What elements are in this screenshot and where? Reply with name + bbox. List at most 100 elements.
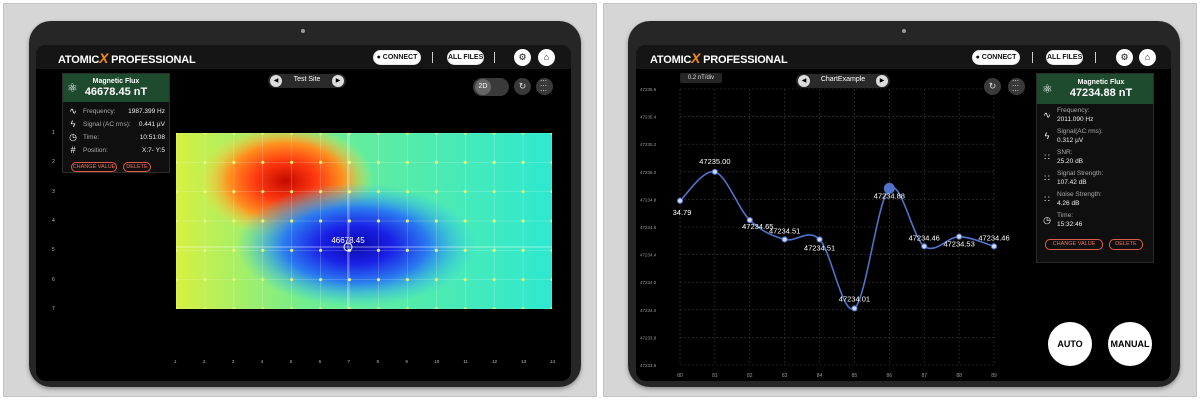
measurement-point[interactable]	[290, 160, 294, 164]
measurement-point[interactable]	[232, 190, 236, 194]
measurement-point[interactable]	[463, 160, 467, 164]
measurement-point[interactable]	[203, 219, 207, 223]
measurement-point[interactable]	[376, 190, 381, 194]
measurement-point[interactable]	[463, 133, 467, 135]
chevron-left-icon[interactable]: ◀	[798, 75, 810, 87]
home-button[interactable]: ⌂	[1139, 49, 1156, 66]
measurement-point[interactable]	[203, 190, 207, 194]
measurement-point[interactable]	[176, 307, 178, 309]
measurement-point[interactable]	[232, 133, 236, 135]
chart-selector[interactable]: ◀ ChartExample ▶	[796, 74, 890, 88]
measurement-point[interactable]	[463, 307, 467, 309]
data-point[interactable]	[711, 168, 718, 175]
measurement-point[interactable]	[176, 133, 178, 135]
measurement-point[interactable]	[434, 190, 438, 194]
measurement-point[interactable]	[319, 307, 323, 309]
measurement-point[interactable]	[521, 190, 525, 194]
measurement-point[interactable]	[176, 219, 178, 223]
measurement-point[interactable]	[405, 219, 409, 223]
measurement-point[interactable]	[492, 190, 496, 194]
heatmap[interactable]: 46678.45	[176, 133, 552, 309]
measurement-point[interactable]	[176, 190, 178, 194]
measurement-point[interactable]	[290, 307, 294, 309]
measurement-point[interactable]	[434, 133, 438, 135]
measurement-point[interactable]	[376, 248, 381, 252]
refresh-button[interactable]: ↻	[514, 78, 531, 95]
measurement-point[interactable]	[347, 219, 352, 223]
data-point[interactable]	[956, 233, 963, 240]
manual-button[interactable]: MANUAL	[1108, 322, 1152, 366]
refresh-button[interactable]: ↻	[984, 78, 1001, 95]
measurement-point[interactable]	[550, 307, 552, 309]
measurement-point[interactable]	[405, 278, 409, 282]
measurement-point[interactable]	[261, 248, 265, 252]
measurement-point[interactable]	[463, 190, 467, 194]
measurement-point[interactable]	[521, 248, 525, 252]
measurement-point[interactable]	[347, 278, 352, 282]
measurement-point[interactable]	[376, 307, 381, 309]
chevron-left-icon[interactable]: ◀	[270, 75, 282, 87]
connect-button[interactable]: ● CONNECT	[373, 50, 421, 65]
measurement-point[interactable]	[550, 160, 552, 164]
measurement-point[interactable]	[232, 307, 236, 309]
measurement-point[interactable]	[232, 160, 236, 164]
measurement-point[interactable]	[203, 133, 207, 135]
change-value-button[interactable]: CHANGE VALUE	[1045, 239, 1103, 250]
measurement-point[interactable]	[261, 307, 265, 309]
measurement-point[interactable]	[319, 160, 323, 164]
chevron-right-icon[interactable]: ▶	[876, 75, 888, 87]
measurement-point[interactable]	[521, 219, 525, 223]
measurement-point[interactable]	[176, 278, 178, 282]
all-files-button[interactable]: ALL FILES	[1046, 50, 1083, 65]
data-point[interactable]	[816, 236, 823, 243]
measurement-point[interactable]	[405, 307, 409, 309]
measurement-point[interactable]	[261, 278, 265, 282]
chevron-right-icon[interactable]: ▶	[332, 75, 344, 87]
data-point[interactable]	[851, 305, 858, 312]
measurement-point[interactable]	[176, 248, 178, 252]
measurement-point[interactable]	[434, 307, 438, 309]
measurement-point[interactable]	[347, 133, 352, 135]
settings-button[interactable]: ⚙	[514, 49, 531, 66]
measurement-point[interactable]	[290, 133, 294, 135]
measurement-point[interactable]	[492, 160, 496, 164]
measurement-point[interactable]	[319, 190, 323, 194]
measurement-point[interactable]	[203, 278, 207, 282]
data-point[interactable]	[676, 197, 684, 204]
measurement-point[interactable]	[492, 219, 496, 223]
measurement-point[interactable]	[203, 160, 207, 164]
delete-button[interactable]: DELETE	[123, 162, 151, 172]
data-point[interactable]	[990, 243, 998, 250]
all-files-button[interactable]: ALL FILES	[447, 50, 484, 65]
measurement-point[interactable]	[550, 133, 552, 135]
measurement-point[interactable]	[463, 278, 467, 282]
measurement-point[interactable]	[376, 160, 381, 164]
measurement-point[interactable]	[261, 190, 265, 194]
measurement-point[interactable]	[261, 219, 265, 223]
data-point[interactable]	[781, 236, 788, 243]
measurement-point[interactable]	[203, 307, 207, 309]
measurement-point[interactable]	[521, 307, 525, 309]
measurement-point[interactable]	[434, 160, 438, 164]
measurement-point[interactable]	[434, 219, 438, 223]
data-point[interactable]	[883, 182, 895, 194]
measurement-point[interactable]	[232, 278, 236, 282]
measurement-point[interactable]	[290, 190, 294, 194]
measurement-point[interactable]	[376, 278, 381, 282]
measurement-point[interactable]	[521, 133, 525, 135]
measurement-point[interactable]	[492, 248, 496, 252]
measurement-point[interactable]	[347, 190, 352, 194]
measurement-point[interactable]	[261, 160, 265, 164]
measurement-point[interactable]	[319, 133, 323, 135]
measurement-point[interactable]	[492, 278, 496, 282]
measurement-point[interactable]	[203, 248, 207, 252]
measurement-point[interactable]	[290, 219, 294, 223]
measurement-point[interactable]	[492, 133, 496, 135]
change-value-button[interactable]: CHANGE VALUE	[71, 162, 117, 172]
measurement-point[interactable]	[550, 278, 552, 282]
measurement-point[interactable]	[405, 133, 409, 135]
measurement-point[interactable]	[290, 278, 294, 282]
measurement-point[interactable]	[347, 160, 352, 164]
measurement-point[interactable]	[261, 133, 265, 135]
settings-button[interactable]: ⚙	[1116, 49, 1133, 66]
